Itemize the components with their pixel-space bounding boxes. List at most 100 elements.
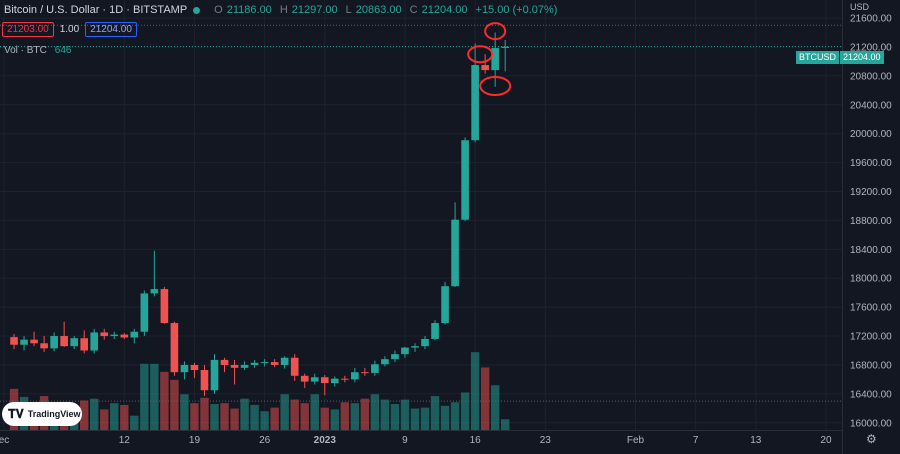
candle-body <box>180 364 189 373</box>
candle-body <box>381 359 389 365</box>
high-label: H <box>279 4 288 16</box>
y-tick-label: 16800.00 <box>850 360 892 371</box>
candle-body <box>210 359 219 391</box>
candle-body <box>310 377 319 382</box>
x-tick-label: 7 <box>693 435 699 446</box>
volume-value: 646 <box>54 45 72 56</box>
annotation-circle <box>479 76 512 96</box>
x-tick-label: Feb <box>627 435 645 446</box>
volume-bar <box>110 403 119 430</box>
candle-body <box>80 338 89 351</box>
volume-bar <box>79 400 89 430</box>
volume-bar <box>160 371 169 430</box>
candle-body <box>280 357 289 365</box>
candle-body <box>220 359 229 365</box>
x-tick-label: 12 <box>119 435 131 446</box>
candle-body <box>240 364 249 368</box>
candle-body <box>70 338 78 347</box>
candle-body <box>40 343 48 349</box>
volume-bar <box>360 398 370 430</box>
candle-body <box>300 375 309 382</box>
candle-body <box>371 364 379 373</box>
volume-bar <box>390 404 400 430</box>
candle-body <box>270 362 279 365</box>
candle-body <box>150 289 159 294</box>
candle-body <box>60 336 68 347</box>
price-change: +15.00 (+0.07%) <box>475 4 558 16</box>
candle-body <box>451 219 459 287</box>
volume-bar <box>400 399 410 430</box>
y-tick-label: 19600.00 <box>850 158 892 169</box>
candle-body <box>200 370 209 391</box>
candle-body <box>461 140 469 220</box>
y-tick-label: 20000.00 <box>850 129 892 140</box>
price-tag-symbol: BTCUSD <box>796 51 840 64</box>
volume-bar <box>240 398 249 430</box>
volume-bar <box>300 403 309 430</box>
candle-body <box>100 332 109 337</box>
candle-body <box>351 372 359 380</box>
volume-bar <box>500 419 510 430</box>
candle-body <box>361 372 369 374</box>
volume-bar <box>430 396 440 430</box>
y-tick-label: 16400.00 <box>850 389 892 400</box>
volume-bar <box>480 367 490 430</box>
candle-body <box>431 323 439 339</box>
candle-body <box>10 337 18 345</box>
y-tick-label: 17600.00 <box>850 303 892 314</box>
x-tick-label: 26 <box>259 435 271 446</box>
volume-bar <box>140 363 149 430</box>
currency-label[interactable]: USD <box>850 2 870 12</box>
y-tick-label: 18000.00 <box>850 274 892 285</box>
x-tick-label: 23 <box>540 435 552 446</box>
candle-body <box>320 377 329 384</box>
market-status-dot <box>193 6 201 14</box>
candle-body <box>170 323 179 373</box>
candle-body <box>341 378 349 380</box>
candle-body <box>140 293 149 332</box>
volume-bar <box>100 409 109 430</box>
volume-bar <box>370 394 380 430</box>
volume-bar <box>120 404 129 430</box>
candle-body <box>50 336 58 349</box>
price-tag-price: 21204.00 <box>840 51 884 64</box>
close-value: 21204.00 <box>421 4 468 16</box>
volume-label: Vol · BTC <box>4 45 47 56</box>
y-tick-label: 19200.00 <box>850 187 892 198</box>
volume-bar <box>150 363 159 430</box>
volume-bar <box>470 352 480 430</box>
volume-bar <box>490 385 500 430</box>
y-tick-label: 21600.00 <box>850 14 892 25</box>
candle-body <box>90 332 99 351</box>
low-value: 20863.00 <box>355 4 402 16</box>
sell-price-button[interactable]: 21203.00 <box>2 22 54 37</box>
tradingview-logo[interactable]: 𝐓𝐕 TradingView <box>2 402 82 426</box>
volume-bar <box>410 408 420 430</box>
candle-body <box>421 338 429 347</box>
volume-bar <box>200 397 209 430</box>
gear-icon[interactable]: ⚙ <box>866 432 877 446</box>
volume-bar <box>330 409 340 430</box>
volume-bar <box>260 411 269 430</box>
volume-bar <box>320 407 329 430</box>
x-tick-label: 16 <box>470 435 482 446</box>
candle-body <box>190 364 199 371</box>
candle-body <box>110 334 119 337</box>
x-tick-label: 13 <box>750 435 762 446</box>
volume-legend[interactable]: Vol · BTC 646 <box>4 45 71 56</box>
x-tick-label: 2023 <box>314 435 337 446</box>
y-tick-label: 16000.00 <box>850 418 892 429</box>
volume-bar <box>440 405 450 430</box>
volume-bar <box>460 392 470 430</box>
candle-body <box>290 357 299 376</box>
annotation-circle <box>467 45 494 64</box>
symbol-title[interactable]: Bitcoin / U.S. Dollar · 1D · BITSTAMP <box>4 4 188 16</box>
volume-bar <box>310 394 319 430</box>
buy-price-button[interactable]: 21204.00 <box>85 22 137 37</box>
candle-body <box>501 46 510 48</box>
volume-bar <box>90 398 99 430</box>
volume-bar <box>180 394 189 430</box>
y-tick-label: 17200.00 <box>850 332 892 343</box>
